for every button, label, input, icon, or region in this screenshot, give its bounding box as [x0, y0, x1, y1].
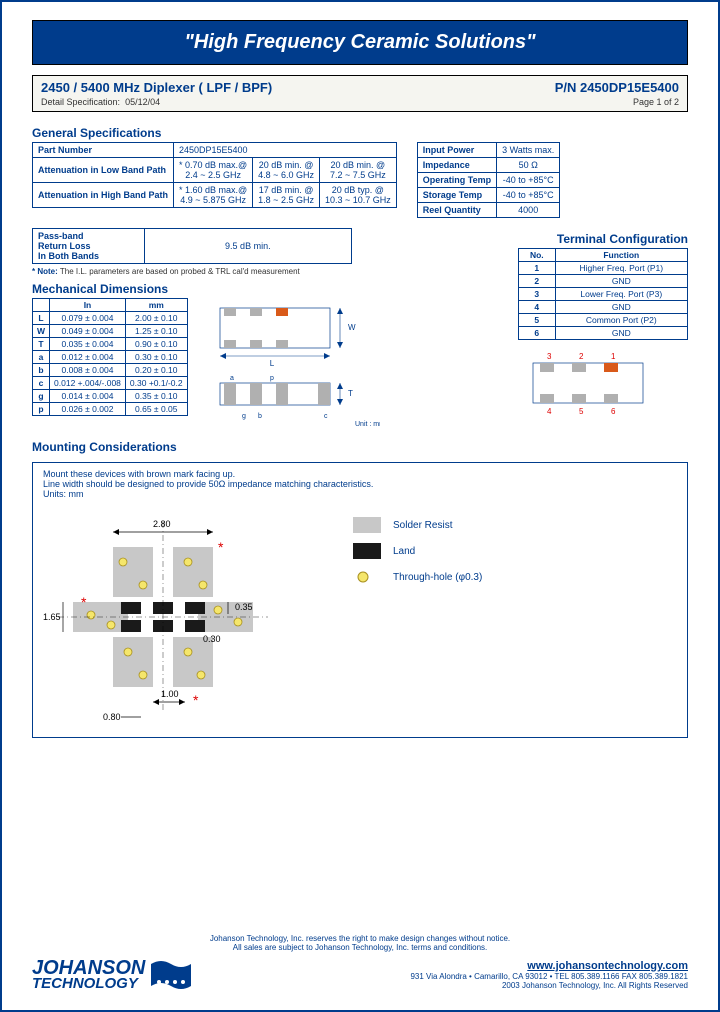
svg-text:T: T: [348, 389, 353, 398]
section-general: General Specifications: [32, 126, 688, 140]
svg-text:6: 6: [611, 407, 616, 416]
cell: * 0.70 dB max.@2.4 ~ 2.5 GHz: [174, 158, 253, 183]
passband-val: 9.5 dB min.: [144, 229, 351, 264]
svg-text:1.65: 1.65: [43, 612, 61, 622]
cell: 20 dB min. @4.8 ~ 6.0 GHz: [253, 158, 320, 183]
page-number: Page 1 of 2: [633, 97, 679, 107]
svg-text:3: 3: [547, 352, 552, 361]
svg-text:*: *: [193, 692, 199, 708]
note-text: * Note: * Note: The I.L. parameters are …: [32, 267, 498, 276]
svg-text:c: c: [324, 413, 328, 420]
legend: Solder Resist Land Through-hole (φ0.3): [353, 507, 482, 595]
cell: 20 dB min. @7.2 ~ 7.5 GHz: [319, 158, 396, 183]
page-footer: Johanson Technology, Inc. reserves the r…: [32, 934, 688, 992]
mount-line1: Mount these devices with brown mark faci…: [43, 469, 677, 479]
svg-text:b: b: [258, 413, 262, 420]
svg-text:*: *: [81, 594, 87, 610]
svg-text:W: W: [348, 323, 356, 332]
title-bar: 2450 / 5400 MHz Diplexer ( LPF / BPF) P/…: [32, 75, 688, 112]
copyright: 2003 Johanson Technology, Inc. All Right…: [502, 981, 688, 990]
cell-pn-val: 2450DP15E5400: [174, 143, 397, 158]
svg-text:4: 4: [547, 407, 552, 416]
svg-text:0.30: 0.30: [203, 634, 221, 644]
datasheet-page: "High Frequency Ceramic Solutions" 2450 …: [0, 0, 720, 1012]
mech-diagram: L W a p T: [200, 298, 380, 430]
cell-pn-label: Part Number: [33, 143, 174, 158]
banner-title: "High Frequency Ceramic Solutions": [32, 20, 688, 65]
svg-text:0.80: 0.80: [103, 712, 121, 722]
svg-text:L: L: [269, 359, 274, 368]
footer-line2: All sales are subject to Johanson Techno…: [32, 943, 688, 952]
company-url[interactable]: www.johansontechnology.com: [527, 960, 688, 972]
svg-text:2.80: 2.80: [153, 519, 171, 529]
section-term: Terminal Configuration: [518, 232, 688, 246]
part-number: P/N 2450DP15E5400: [555, 80, 679, 95]
svg-text:a: a: [230, 375, 234, 382]
svg-text:g: g: [242, 413, 246, 420]
section-mount: Mounting Considerations: [32, 440, 688, 454]
general-spec-table: Part Number 2450DP15E5400 Attenuation in…: [32, 142, 397, 208]
env-spec-table: Input Power3 Watts max. Impedance50 Ω Op…: [417, 142, 561, 218]
unit-label: Unit : mm: [355, 421, 380, 428]
passband-label: Pass-band Return Loss In Both Bands: [33, 229, 145, 264]
cell-att-high-label: Attenuation in High Band Path: [33, 183, 174, 208]
cell: * 1.60 dB max.@4.9 ~ 5.875 GHz: [174, 183, 253, 208]
footprint-diagram: * * * 2.80 1.65 0.35 0.30 1.00 0.80: [43, 507, 323, 727]
spec-date: Detail Specification: 05/12/04: [41, 97, 160, 107]
footer-line1: Johanson Technology, Inc. reserves the r…: [32, 934, 688, 943]
svg-text:2: 2: [579, 352, 584, 361]
mount-line2: Line width should be designed to provide…: [43, 479, 677, 489]
svg-text:0.35: 0.35: [235, 602, 253, 612]
section-mech: Mechanical Dimensions: [32, 282, 498, 296]
company-logo: JOHANSON TECHNOLOGY: [32, 958, 199, 992]
pin-diagram: 3 2 1 4 5 6: [518, 348, 658, 418]
logo-icon: [149, 958, 199, 992]
svg-text:5: 5: [579, 407, 584, 416]
mount-units: Units: mm: [43, 489, 677, 499]
passband-table: Pass-band Return Loss In Both Bands 9.5 …: [32, 228, 352, 264]
cell-att-low-label: Attenuation in Low Band Path: [33, 158, 174, 183]
product-title: 2450 / 5400 MHz Diplexer ( LPF / BPF): [41, 80, 272, 95]
svg-text:1: 1: [611, 352, 616, 361]
cell: 17 dB min. @1.8 ~ 2.5 GHz: [253, 183, 320, 208]
cell: 20 dB typ. @10.3 ~ 10.7 GHz: [319, 183, 396, 208]
mounting-box: Mount these devices with brown mark faci…: [32, 462, 688, 738]
dimensions-table: Inmm L0.079 ± 0.0042.00 ± 0.10W0.049 ± 0…: [32, 298, 188, 416]
svg-text:*: *: [218, 539, 224, 555]
terminal-table: No.Function 1Higher Freq. Port (P1)2GND3…: [518, 248, 688, 340]
svg-text:p: p: [270, 375, 274, 382]
company-addr: 931 Via Alondra • Camarillo, CA 93012 • …: [410, 972, 688, 981]
svg-text:1.00: 1.00: [161, 689, 179, 699]
